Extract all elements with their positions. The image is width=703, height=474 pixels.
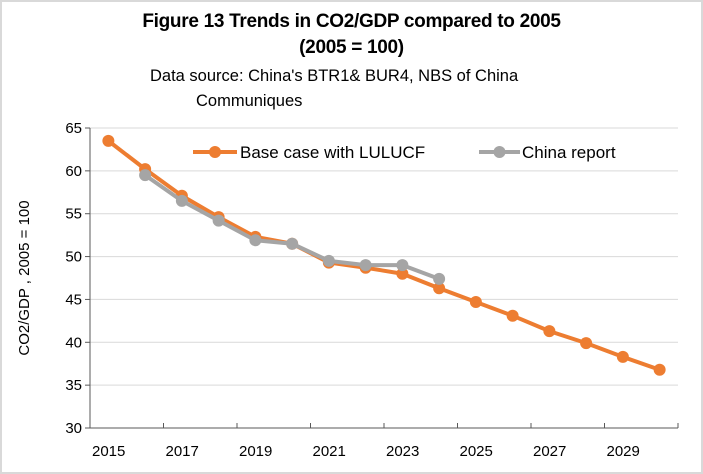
series-china-report [139,169,446,285]
legend-marker [209,146,221,158]
data-point [653,363,666,376]
y-tick-label: 35 [65,377,82,394]
x-tick-label: 2019 [239,443,272,460]
legend-marker [493,146,506,158]
x-tick-label: 2025 [460,443,493,460]
legend-item: China report [479,143,616,162]
data-point [543,325,556,338]
legend-label: China report [522,143,616,162]
legend: Base case with LULUCF China report [193,143,616,162]
x-tick-label: 2027 [533,443,566,460]
data-point [249,234,262,247]
y-tick-label: 30 [65,420,82,437]
data-point [102,134,115,147]
data-point [175,194,188,207]
x-tick-label: 2015 [92,443,125,460]
y-tick-label: 50 [65,249,82,266]
x-tick-label: 2029 [607,443,640,460]
series-line [143,173,440,281]
chart-subtitle: Data source: China's BTR1& BUR4, NBS of … [150,67,519,85]
series-group [102,134,666,376]
x-tick-label: 2023 [386,443,419,460]
data-point [322,254,335,267]
axes: 30 35 40 45 50 55 60 65 2015 2017 2019 2021 2023 2025… [65,120,679,460]
x-tick-label: 2021 [313,443,346,460]
data-point [139,169,152,182]
y-tick-label: 60 [65,163,82,180]
y-tick-label: 45 [65,291,82,308]
y-tick-label: 40 [65,334,82,351]
legend-item: Base case with LULUCF [193,143,425,162]
data-point [469,296,482,308]
y-tick-label: 55 [65,206,82,223]
y-axis-title: CO2/GDP , 2005 = 100 [16,200,33,355]
chart-subtitle-line2: Communiques [196,92,303,110]
chart-title: Figure 13 Trends in CO2/GDP compared to … [142,11,561,32]
data-point [433,282,446,295]
legend-label: Base case with LULUCF [240,143,425,162]
data-point [433,272,446,285]
data-point [286,237,299,250]
x-tick-label: 2017 [166,443,199,460]
data-point [506,309,519,322]
data-point [396,267,409,280]
data-point [359,259,372,272]
data-point [212,214,225,227]
series-line [107,139,661,372]
data-point [580,337,593,350]
data-point [616,350,629,363]
data-point [396,259,409,272]
y-tick-label: 65 [65,120,82,137]
chart-title-line2: (2005 = 100) [299,37,404,58]
